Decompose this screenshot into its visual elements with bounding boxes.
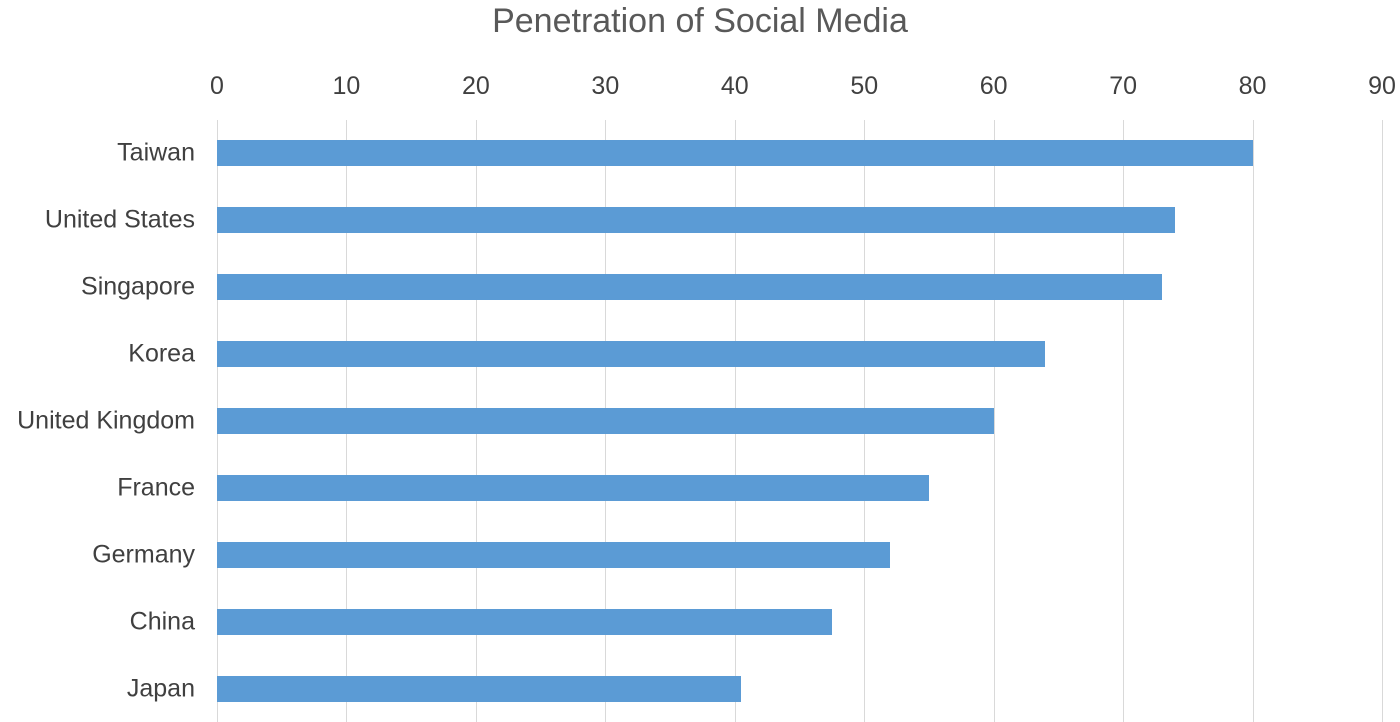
category-label: Japan — [126, 674, 195, 703]
bar — [217, 140, 1253, 167]
x-axis-tick-label: 0 — [210, 72, 224, 100]
x-axis-tick-label: 20 — [461, 72, 490, 100]
y-axis: Taiwan United States Singapore Korea United … — [0, 120, 205, 722]
x-axis: 0 10 20 30 40 50 60 70 80 90 — [210, 66, 1396, 110]
category-label: Germany — [92, 540, 195, 569]
category-label: France — [117, 473, 195, 502]
bar — [217, 408, 994, 434]
bar — [217, 274, 1162, 301]
category-label: United States — [44, 205, 195, 234]
bar — [217, 341, 1046, 368]
bar — [217, 207, 1175, 234]
category-label: United Kingdom — [17, 406, 195, 435]
x-axis-tick-label: 60 — [979, 72, 1008, 100]
x-axis-tick-label: 50 — [850, 72, 879, 100]
bar — [217, 474, 929, 501]
x-axis-tick-label: 10 — [332, 72, 361, 100]
category-label: Singapore — [81, 272, 195, 301]
category-label: China — [129, 607, 195, 636]
gridline — [993, 120, 995, 722]
x-axis-tick-label: 40 — [720, 72, 749, 100]
x-axis-tick-label: 80 — [1238, 72, 1267, 100]
gridline — [1123, 120, 1125, 722]
bar — [217, 541, 891, 568]
bar — [217, 675, 742, 702]
category-label: Korea — [128, 339, 195, 368]
gridline — [1252, 120, 1254, 722]
gridline — [1382, 120, 1383, 722]
chart-title: Penetration of Social Media — [492, 2, 908, 40]
x-axis-tick-label: 70 — [1109, 72, 1138, 100]
x-axis-tick-label: 30 — [591, 72, 620, 100]
bar — [217, 608, 832, 635]
category-label: Taiwan — [117, 138, 195, 167]
plot-area — [217, 120, 1383, 722]
x-axis-tick-label: 90 — [1368, 72, 1396, 100]
